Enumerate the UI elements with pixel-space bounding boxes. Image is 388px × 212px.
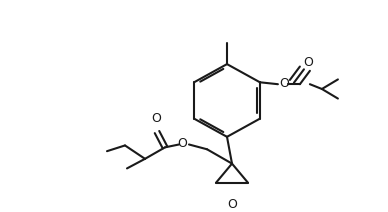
Text: O: O bbox=[227, 198, 237, 211]
Text: O: O bbox=[151, 112, 161, 125]
Text: O: O bbox=[177, 137, 187, 150]
Text: O: O bbox=[303, 56, 313, 69]
Text: O: O bbox=[279, 77, 289, 90]
